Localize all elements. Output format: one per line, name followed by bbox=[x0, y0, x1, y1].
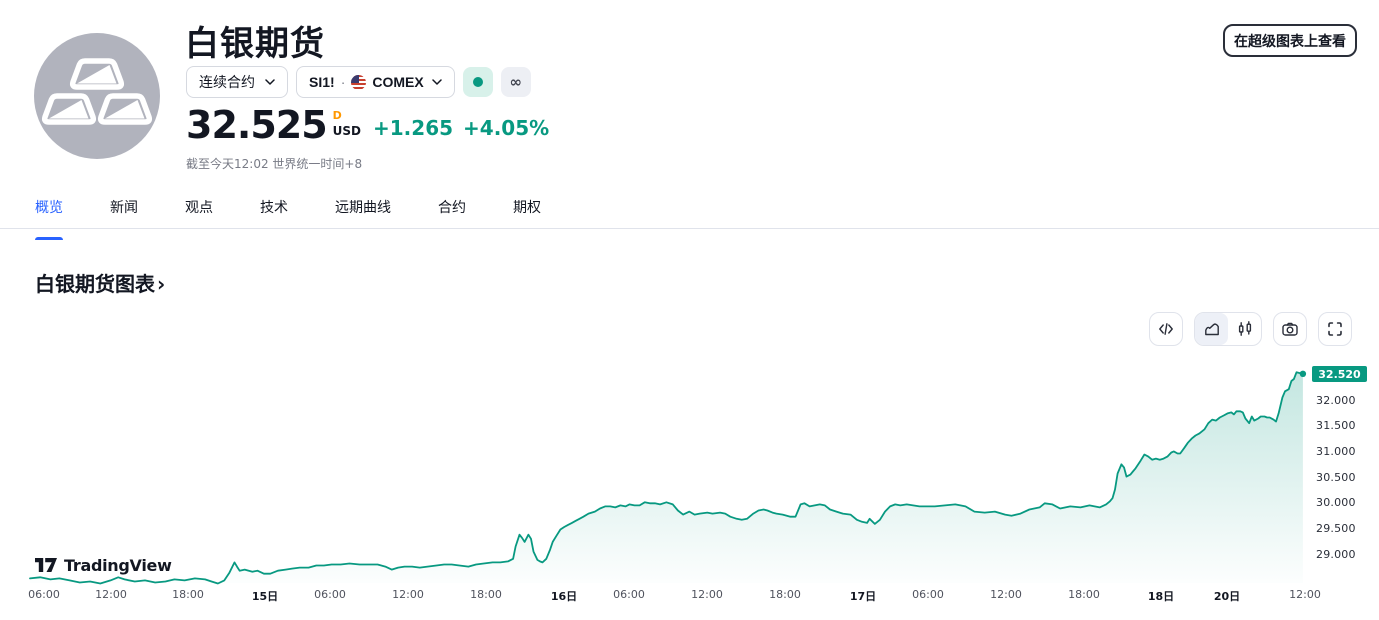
chevron-down-icon bbox=[265, 79, 275, 85]
x-axis-label: 06:00 bbox=[28, 588, 60, 601]
camera-icon bbox=[1282, 322, 1298, 336]
x-axis-label: 18:00 bbox=[1068, 588, 1100, 601]
x-axis-label: 12:00 bbox=[95, 588, 127, 601]
area-chart-style-button[interactable] bbox=[1195, 313, 1228, 345]
currency-label: USD bbox=[332, 124, 361, 138]
y-axis-label: 29.000 bbox=[1316, 548, 1356, 561]
market-status-badge bbox=[462, 67, 493, 97]
avatar-circle bbox=[34, 33, 160, 159]
x-axis-label: 18日 bbox=[1147, 590, 1175, 603]
candlestick-icon bbox=[1238, 321, 1251, 336]
tab-news[interactable]: 新闻 bbox=[110, 200, 138, 216]
tab-overview[interactable]: 概览 bbox=[35, 200, 63, 240]
change-absolute: +1.265 bbox=[373, 116, 454, 140]
tradingview-attribution-link[interactable]: TradingView bbox=[35, 556, 172, 575]
y-axis-label: 31.500 bbox=[1316, 419, 1356, 432]
area-chart-icon bbox=[1204, 323, 1219, 336]
fullscreen-icon bbox=[1328, 322, 1342, 336]
tab-forward-curve[interactable]: 远期曲线 bbox=[335, 200, 391, 216]
y-axis-label: 30.000 bbox=[1316, 496, 1356, 509]
chart-toolbar bbox=[1149, 312, 1352, 346]
embed-code-button[interactable] bbox=[1149, 312, 1183, 346]
x-axis-label: 20日 bbox=[1213, 590, 1241, 603]
y-axis-label: 31.000 bbox=[1316, 445, 1356, 458]
silver-ingots-icon bbox=[41, 58, 153, 125]
change-percent: +4.05% bbox=[463, 116, 550, 140]
symbol-tabs: 概览 新闻 观点 技术 远期曲线 合约 期权 bbox=[0, 200, 1379, 240]
x-axis-label: 06:00 bbox=[314, 588, 346, 601]
snapshot-button[interactable] bbox=[1273, 312, 1307, 346]
open-superchart-button[interactable]: 在超级图表上查看 bbox=[1223, 24, 1357, 57]
x-axis-label: 06:00 bbox=[613, 588, 645, 601]
symbol-controls: 连续合约 SI1! · COMEX ∞ bbox=[186, 66, 531, 98]
price-line bbox=[29, 371, 1304, 585]
x-axis-label: 12:00 bbox=[691, 588, 723, 601]
code-icon bbox=[1159, 323, 1173, 335]
symbol-exchange-dropdown[interactable]: SI1! · COMEX bbox=[296, 66, 455, 98]
page-title: 白银期货 bbox=[185, 24, 325, 64]
x-axis-label: 15日 bbox=[251, 590, 279, 603]
streams-badge: ∞ bbox=[500, 67, 531, 97]
market-open-dot-icon bbox=[472, 77, 483, 87]
y-axis-label: 32.000 bbox=[1316, 394, 1356, 407]
price-area-fill bbox=[30, 372, 1303, 584]
chart-section-heading[interactable]: 白银期货图表 › bbox=[35, 268, 165, 297]
x-axis-label: 18:00 bbox=[769, 588, 801, 601]
x-axis-label: 18:00 bbox=[470, 588, 502, 601]
tradingview-logo-icon bbox=[35, 558, 57, 572]
exchange-label: COMEX bbox=[372, 74, 424, 90]
contract-type-label: 连续合约 bbox=[199, 74, 255, 90]
contract-type-dropdown[interactable]: 连续合约 bbox=[186, 66, 288, 98]
x-axis-label: 12:00 bbox=[990, 588, 1022, 601]
x-axis-label: 12:00 bbox=[392, 588, 424, 601]
chevron-down-icon bbox=[431, 79, 442, 85]
x-axis-label: 16日 bbox=[550, 590, 578, 603]
delayed-data-flag: D bbox=[332, 109, 342, 122]
last-price-dot bbox=[1299, 370, 1307, 377]
tab-ideas[interactable]: 观点 bbox=[185, 200, 213, 216]
chart-style-switcher bbox=[1194, 312, 1262, 346]
tab-contracts[interactable]: 合约 bbox=[438, 200, 466, 216]
chevron-right-icon: › bbox=[157, 272, 166, 296]
y-axis-label: 30.500 bbox=[1316, 471, 1356, 484]
last-price: 32.525 bbox=[186, 103, 328, 147]
as-of-timestamp: 截至今天12:02 世界统一时间+8 bbox=[186, 157, 363, 171]
price-chart-plot[interactable] bbox=[29, 362, 1308, 585]
price-block: 32.525 D USD +1.265 +4.05% bbox=[186, 104, 549, 146]
symbol-avatar bbox=[34, 33, 160, 159]
fullscreen-button[interactable] bbox=[1318, 312, 1352, 346]
us-flag-icon bbox=[351, 74, 367, 90]
candles-chart-style-button[interactable] bbox=[1228, 313, 1261, 345]
tradingview-wordmark: TradingView bbox=[64, 556, 172, 575]
chart-section-title: 白银期货图表 bbox=[35, 272, 155, 296]
x-axis-label: 12:00 bbox=[1289, 588, 1321, 601]
x-axis-label: 06:00 bbox=[912, 588, 944, 601]
price-meta: D USD bbox=[333, 104, 361, 137]
price-change: +1.265 +4.05% bbox=[373, 116, 549, 146]
y-axis-label: 29.500 bbox=[1316, 522, 1356, 535]
x-axis-label: 17日 bbox=[849, 590, 877, 603]
tab-options[interactable]: 期权 bbox=[513, 200, 541, 216]
tab-technicals[interactable]: 技术 bbox=[260, 200, 288, 216]
x-axis-label: 18:00 bbox=[172, 588, 204, 601]
symbol-code: SI1! bbox=[309, 74, 335, 90]
infinity-icon: ∞ bbox=[509, 73, 522, 91]
last-price-badge: 32.520 bbox=[1312, 366, 1367, 382]
separator-dot: · bbox=[340, 74, 346, 90]
